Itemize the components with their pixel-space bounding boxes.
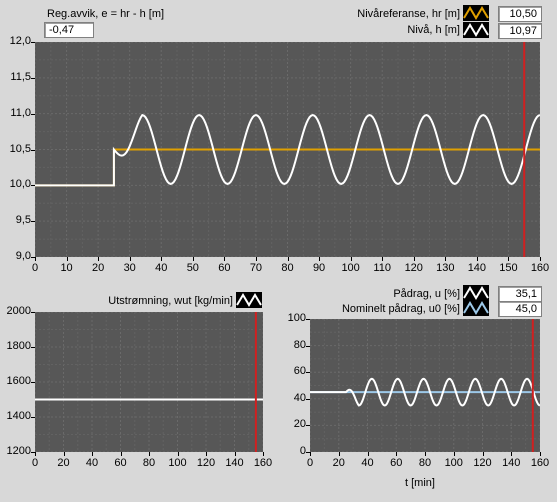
- x-tick-label: 100: [166, 457, 190, 469]
- y-tick-label: 1600: [3, 375, 31, 387]
- x-tick-label: 120: [194, 457, 218, 469]
- x-tick-label: 150: [496, 262, 520, 274]
- x-tick-label: 40: [356, 457, 380, 469]
- u-value: 35,1: [498, 286, 542, 302]
- x-tick-label: 80: [137, 457, 161, 469]
- y-tick-label: 11,0: [3, 107, 31, 119]
- x-tick-label: 110: [370, 262, 394, 274]
- x-tick-label: 100: [339, 262, 363, 274]
- y-tick-label: 2000: [3, 305, 31, 317]
- niva-swatch: [463, 22, 489, 38]
- y-tick-label: 1200: [3, 445, 31, 457]
- br-chart: [310, 319, 540, 452]
- u0-label: Nominelt pådrag, u0 [%]: [315, 303, 460, 315]
- y-tick-label: 11,5: [3, 71, 31, 83]
- x-tick-label: 100: [442, 457, 466, 469]
- x-tick-label: 10: [55, 262, 79, 274]
- x-tick-label: 60: [384, 457, 408, 469]
- bl-chart: [35, 312, 263, 452]
- u-label: Pådrag, u [%]: [335, 288, 460, 300]
- x-tick-label: 160: [251, 457, 275, 469]
- niva-label: Nivå, h [m]: [335, 24, 460, 36]
- wut-label: Utstrømning, wut [kg/min]: [88, 295, 233, 307]
- y-tick-label: 9,5: [3, 214, 31, 226]
- y-tick-label: 1400: [3, 410, 31, 422]
- x-tick-label: 30: [118, 262, 142, 274]
- y-tick-label: 60: [278, 365, 306, 377]
- reg-avvik-value: -0,47: [44, 22, 94, 38]
- x-tick-label: 0: [23, 457, 47, 469]
- x-tick-label: 70: [244, 262, 268, 274]
- y-tick-label: 20: [278, 418, 306, 430]
- top-chart: [35, 42, 540, 257]
- x-tick-label: 60: [109, 457, 133, 469]
- u0-value: 45,0: [498, 301, 542, 317]
- y-tick-label: 100: [278, 312, 306, 324]
- y-tick-label: 10,0: [3, 178, 31, 190]
- x-tick-label: 90: [307, 262, 331, 274]
- x-tick-label: 50: [181, 262, 205, 274]
- x-tick-label: 80: [276, 262, 300, 274]
- niva-ref-value: 10,50: [498, 6, 542, 22]
- y-tick-label: 0: [278, 445, 306, 457]
- x-tick-label: 80: [413, 457, 437, 469]
- x-tick-label: 140: [223, 457, 247, 469]
- x-tick-label: 160: [528, 457, 552, 469]
- reg-avvik-label: Reg.avvik, e = hr - h [m]: [47, 8, 164, 20]
- x-tick-label: 140: [465, 262, 489, 274]
- u0-swatch: [463, 300, 489, 316]
- y-tick-label: 9,0: [3, 250, 31, 262]
- x-tick-label: 0: [23, 262, 47, 274]
- x-tick-label: 60: [212, 262, 236, 274]
- y-tick-label: 12,0: [3, 35, 31, 47]
- x-tick-label: 20: [327, 457, 351, 469]
- y-tick-label: 40: [278, 392, 306, 404]
- x-tick-label: 130: [433, 262, 457, 274]
- u-swatch: [463, 285, 489, 301]
- x-axis-label: t [min]: [405, 477, 435, 489]
- y-tick-label: 80: [278, 339, 306, 351]
- y-tick-label: 1800: [3, 340, 31, 352]
- x-tick-label: 140: [499, 457, 523, 469]
- y-tick-label: 10,5: [3, 143, 31, 155]
- x-tick-label: 20: [52, 457, 76, 469]
- x-tick-label: 160: [528, 262, 552, 274]
- x-tick-label: 40: [149, 262, 173, 274]
- niva-ref-swatch: [463, 5, 489, 21]
- x-tick-label: 40: [80, 457, 104, 469]
- niva-value: 10,97: [498, 23, 542, 39]
- niva-ref-label: Nivåreferanse, hr [m]: [335, 8, 460, 20]
- x-tick-label: 0: [298, 457, 322, 469]
- x-tick-label: 120: [402, 262, 426, 274]
- x-tick-label: 120: [471, 457, 495, 469]
- wut-swatch: [236, 292, 262, 308]
- x-tick-label: 20: [86, 262, 110, 274]
